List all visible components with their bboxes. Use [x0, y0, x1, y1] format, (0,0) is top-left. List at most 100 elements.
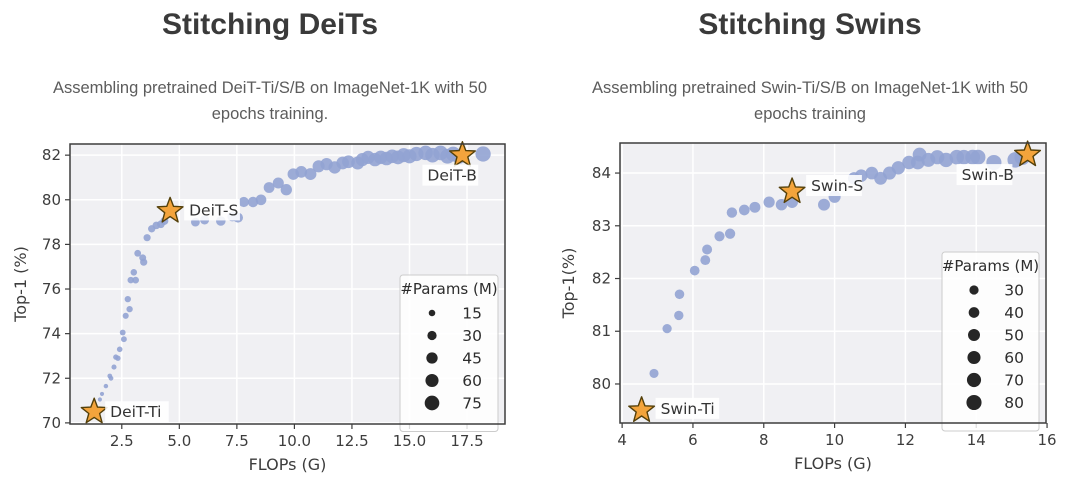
x-tick-label: 10	[825, 431, 844, 449]
scatter-point	[891, 161, 905, 175]
anchor-label-box	[105, 401, 169, 423]
legend-box	[399, 274, 499, 432]
x-tick-label: 17.5	[450, 432, 483, 450]
scatter-point	[120, 336, 127, 343]
legend-box	[941, 251, 1040, 432]
plot-frame	[69, 143, 506, 425]
legend-size-label: 70	[1004, 372, 1024, 390]
anchor-label: DeiT-Ti	[110, 403, 161, 421]
scatter-point	[702, 244, 713, 255]
scatter-point	[272, 177, 284, 189]
scatter-point	[649, 368, 659, 378]
y-tick-label: 74	[42, 325, 61, 343]
scatter-point	[238, 196, 249, 208]
chart-subtitle-swin: Assembling pretrained Swin-Ti/S/B on Ima…	[592, 79, 1028, 123]
scatter-point	[119, 329, 126, 336]
x-tick-label: 16	[1038, 431, 1057, 449]
plot-frame	[619, 142, 1047, 424]
legend-size-label: 40	[1004, 304, 1024, 322]
anchor-label-box	[184, 199, 240, 221]
scatter-point	[126, 305, 133, 313]
scatter-point	[475, 146, 491, 162]
y-tick-label: 82	[42, 146, 61, 164]
x-tick-label: 7.5	[225, 432, 249, 450]
scatter-point	[130, 269, 138, 276]
scatter-point	[134, 249, 142, 257]
legend-size-dot	[969, 285, 979, 295]
x-tick-label: 2.5	[110, 432, 134, 450]
y-tick-label: 72	[42, 369, 61, 387]
scatter-plot-deit: 2.5 5.0 7.5 10.0 12.5 15.0 17.5 70 72 74 76 78 80 82 F…	[11, 140, 506, 474]
legend-title: #Params (M)	[942, 257, 1039, 275]
scatter-point	[111, 364, 117, 370]
scatter-point	[108, 375, 114, 381]
legend-size-label: 30	[1004, 282, 1024, 300]
scatter-point	[749, 201, 761, 213]
anchor-label-box	[655, 397, 720, 419]
y-tick-label: 83	[592, 217, 611, 235]
y-tick-label: 80	[592, 375, 611, 393]
scatter-point	[143, 234, 151, 242]
scatter-point	[724, 228, 736, 239]
x-axis-label: FLOPs (G)	[794, 454, 872, 473]
anchor-star	[156, 196, 184, 223]
scatter-point	[700, 255, 711, 266]
legend-size-dot	[966, 372, 982, 388]
legend-size-label: 60	[1004, 349, 1024, 367]
scatter-point	[97, 397, 102, 402]
chart-panel-swin: Stitching Swins Assembling pretrained Sw…	[540, 0, 1080, 493]
scatter-point	[295, 166, 308, 178]
anchor-label-box	[806, 175, 862, 197]
scatter-point	[726, 207, 738, 218]
scatter-point	[970, 149, 986, 165]
scatter-point	[124, 295, 131, 303]
scatter-point	[263, 182, 275, 193]
scatter-point	[255, 194, 267, 206]
legend-size-label: 45	[462, 350, 482, 368]
anchor-label: Swin-S	[811, 177, 863, 195]
y-tick-label: 80	[42, 191, 61, 209]
scatter-point	[247, 196, 259, 208]
legend-size-label: 75	[462, 395, 482, 413]
chart-title-deit: Stitching DeiTs	[161, 8, 379, 41]
chart-panel-deit: Stitching DeiTs Assembling pretrained De…	[11, 8, 506, 474]
legend-size-dot	[968, 307, 980, 318]
legend-size-dot	[425, 373, 439, 388]
scatter-point	[689, 265, 700, 276]
y-tick-label: 76	[42, 280, 61, 298]
legend-size-label: 30	[462, 327, 482, 345]
x-tick-label: 10.0	[278, 432, 311, 450]
legend-size-label: 80	[1004, 394, 1024, 412]
anchor-label-box	[422, 164, 479, 186]
y-axis-label: Top-1 (%)	[11, 246, 30, 323]
x-tick-label: 15.0	[393, 432, 426, 450]
scatter-point	[763, 196, 775, 208]
x-tick-label: 8	[759, 431, 769, 449]
scatter-point	[738, 204, 750, 216]
legend-size-label: 50	[1004, 327, 1024, 345]
anchor-star	[80, 397, 108, 424]
anchor-star	[448, 140, 476, 167]
legend-size-dot	[966, 394, 982, 411]
y-tick-label: 78	[42, 235, 61, 253]
scatter-point	[140, 258, 148, 266]
scatter-point	[280, 184, 292, 196]
anchor-star	[1014, 140, 1042, 167]
scatter-point	[132, 276, 139, 284]
scatter-point	[818, 198, 830, 211]
anchor-label: Swin-B	[962, 166, 1014, 184]
legend-size-label: 60	[462, 372, 482, 390]
anchor-label-box	[956, 164, 1013, 186]
legend-size-dot	[424, 395, 440, 411]
x-tick-label: 12.5	[335, 432, 368, 450]
legend-size-label: 15	[462, 305, 482, 323]
y-tick-label: 84	[592, 164, 611, 182]
x-tick-label: 4	[617, 431, 627, 449]
x-axis-label: FLOPs (G)	[249, 455, 327, 474]
anchor-label: DeiT-B	[427, 167, 477, 185]
scatter-point	[115, 355, 121, 361]
scatter-point	[122, 312, 129, 319]
chart-subtitle-deit: Assembling pretrained DeiT-Ti/S/B on Ima…	[52, 79, 488, 123]
scatter-point	[304, 168, 317, 181]
